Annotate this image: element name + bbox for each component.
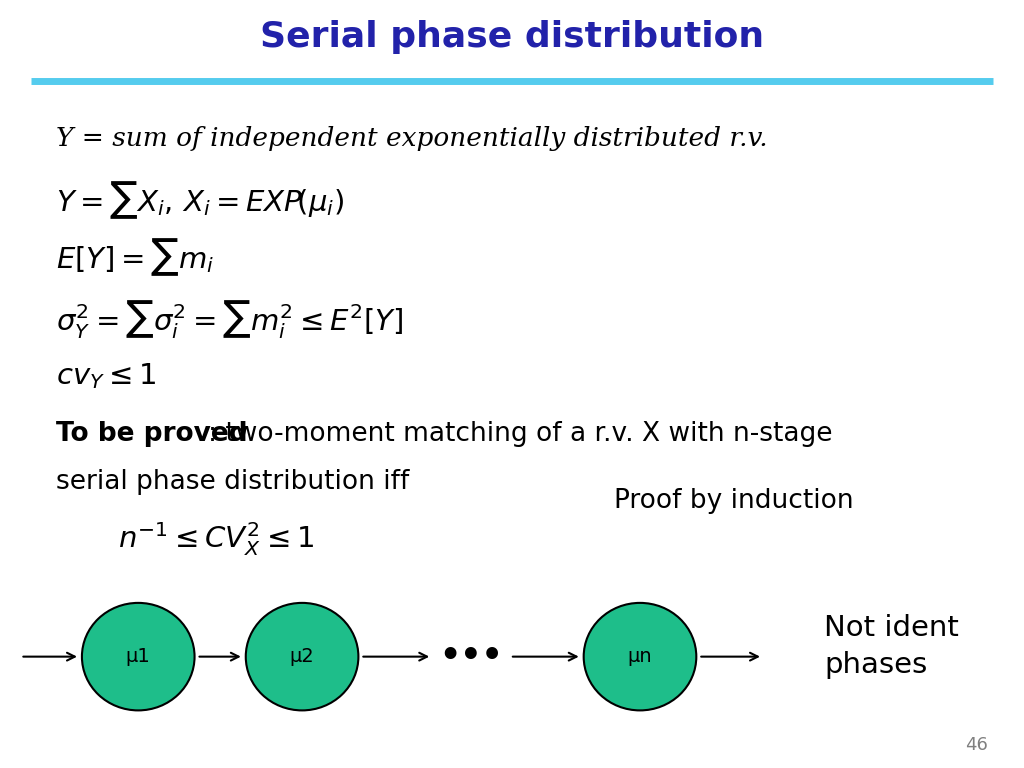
Text: To be proved: To be proved [56,421,248,447]
Text: Proof by induction: Proof by induction [614,488,854,514]
Ellipse shape [584,603,696,710]
Text: 46: 46 [966,737,988,754]
Text: •••: ••• [439,641,503,673]
Ellipse shape [246,603,358,710]
Text: : two-moment matching of a r.v. X with n-stage: : two-moment matching of a r.v. X with n… [208,421,833,447]
Text: Not ident
phases: Not ident phases [824,614,959,679]
Text: $cv_Y \leq 1$: $cv_Y \leq 1$ [56,362,157,391]
Text: μ2: μ2 [290,647,314,666]
Text: μ1: μ1 [126,647,151,666]
Text: Y = sum of independent exponentially distributed r.v.: Y = sum of independent exponentially dis… [56,126,768,151]
Text: Serial phase distribution: Serial phase distribution [260,20,764,54]
Text: $n^{-1} \leq CV_X^2 \leq 1$: $n^{-1} \leq CV_X^2 \leq 1$ [118,520,313,558]
Text: serial phase distribution iff: serial phase distribution iff [56,469,410,495]
Text: μn: μn [628,647,652,666]
Text: $E\left[Y\right] = \sum m_i$: $E\left[Y\right] = \sum m_i$ [56,237,215,278]
Text: $\sigma_Y^2 = \sum \sigma_i^2 = \sum m_i^2 \leq E^2\left[Y\right]$: $\sigma_Y^2 = \sum \sigma_i^2 = \sum m_i… [56,298,403,339]
Text: $Y = \sum X_i,\, X_i = EXP\!\left(\mu_i\right)$: $Y = \sum X_i,\, X_i = EXP\!\left(\mu_i\… [56,179,344,220]
Ellipse shape [82,603,195,710]
